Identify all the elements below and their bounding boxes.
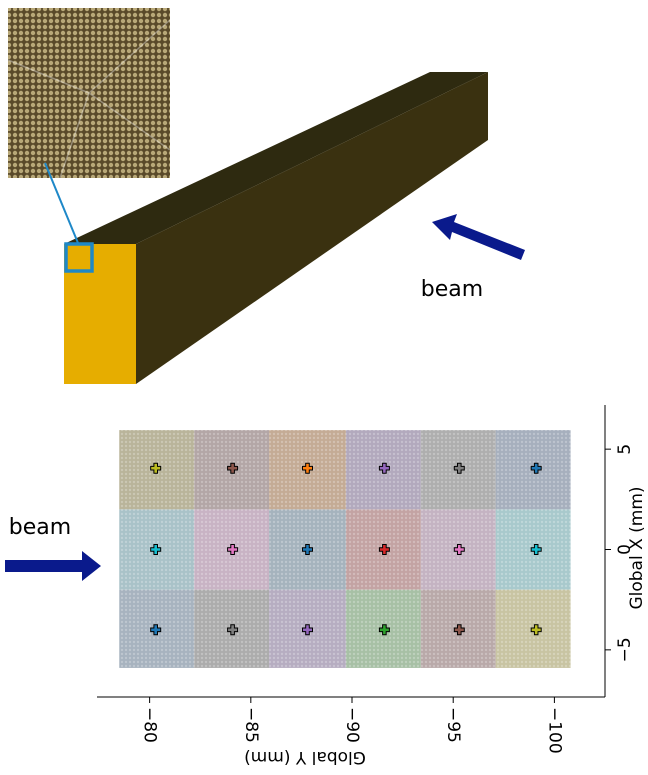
x-tick-label: −80 xyxy=(140,707,160,743)
detector-illustration: beam xyxy=(8,8,525,384)
beam-label: beam xyxy=(421,277,483,302)
block-front xyxy=(64,244,136,384)
y-tick-label: 5 xyxy=(615,444,635,455)
figure: beam beam −80−85−90−95−100−505Global Y (… xyxy=(0,0,648,775)
x-axis-label: Global Y (mm) xyxy=(244,747,366,767)
y-axis-label: Global X (mm) xyxy=(627,486,647,609)
y-tick-label: −5 xyxy=(615,637,635,662)
beam-label: beam xyxy=(9,515,71,540)
beam-arrow xyxy=(432,214,525,260)
x-tick-label: −100 xyxy=(544,707,564,754)
plot: −80−85−90−95−100−505Global Y (mm)Global … xyxy=(97,405,647,767)
block-side xyxy=(136,72,488,384)
x-tick-label: −95 xyxy=(443,707,463,743)
x-tick-label: −85 xyxy=(241,707,261,743)
x-tick-label: −90 xyxy=(342,707,362,743)
beam-arrow xyxy=(5,551,101,581)
